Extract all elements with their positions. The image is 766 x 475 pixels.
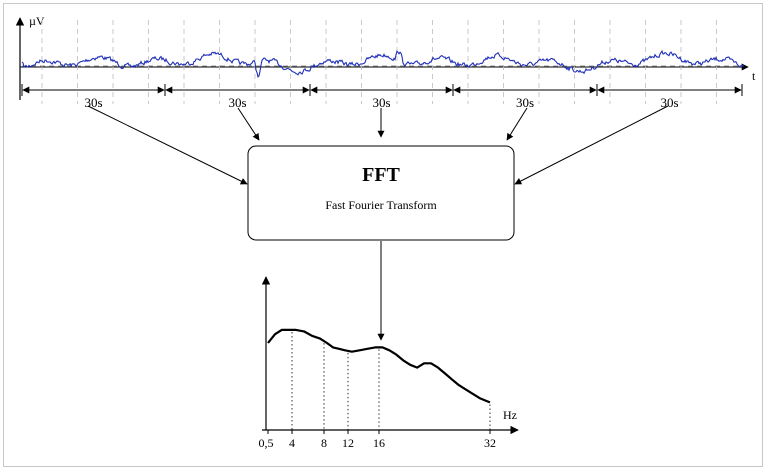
spectrum-tick-label: 12: [342, 436, 354, 450]
outer-frame: [3, 3, 763, 467]
spectrum-chart: Hz 0,5 4 8 12 16 32: [259, 276, 519, 450]
spectrum-tick-label: 0,5: [259, 436, 274, 450]
arrow-segment-5: [514, 105, 669, 185]
segment-markers: 30s 30s 30s 30s 30s: [21, 84, 743, 110]
fft-box-frame: [247, 145, 515, 241]
arrow-segment-1: [87, 105, 248, 185]
signal-x-axis-label: t: [752, 69, 756, 83]
fft-box: FFT Fast Fourier Transform: [247, 145, 515, 241]
spectrum-tick-label: 32: [484, 436, 496, 450]
segment-label: 30s: [84, 95, 102, 110]
segment-label: 30s: [516, 95, 534, 110]
spectrum-series-line: [267, 328, 491, 404]
segment-label: 30s: [228, 95, 246, 110]
spectrum-tick-label: 8: [321, 436, 327, 450]
arrow-segment-4: [506, 107, 528, 141]
segment-label: 30s: [372, 95, 390, 110]
fft-subtitle: Fast Fourier Transform: [325, 198, 437, 212]
eeg-signal-area: µV t 30s 30s 30s 30s 30s: [15, 14, 756, 110]
signal-y-axis-label: µV: [29, 14, 45, 28]
spectrum-tick-label: 16: [373, 436, 385, 450]
spectrum-ticks: 0,5 4 8 12 16 32: [259, 331, 496, 450]
eeg-signal-trace: [21, 49, 744, 78]
spectrum-x-axis-label: Hz: [503, 408, 517, 422]
segment-label: 30s: [660, 95, 678, 110]
arrow-segment-2: [237, 107, 260, 141]
fft-title: FFT: [362, 164, 400, 186]
segment-arrows: [87, 105, 669, 185]
signal-gridlines: [41, 20, 717, 104]
spectrum-tick-label: 4: [289, 436, 295, 450]
